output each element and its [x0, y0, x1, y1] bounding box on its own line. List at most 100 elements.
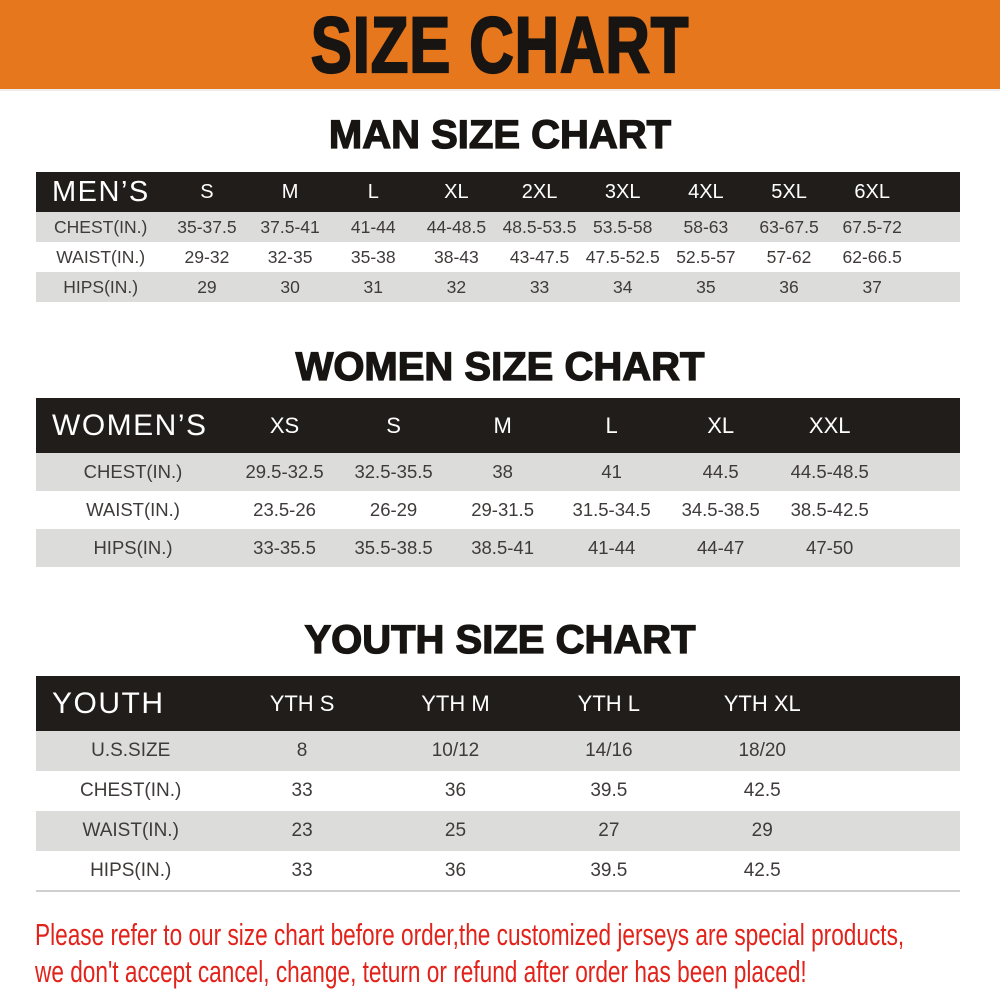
- notice-line-1: Please refer to our size chart before or…: [35, 917, 905, 952]
- value-cell: 33: [291, 859, 313, 881]
- value-cell: 36: [444, 780, 467, 801]
- filler-cell: [884, 453, 960, 491]
- filler-cell: [914, 212, 960, 242]
- row-label-cell: U.S.SIZE: [91, 740, 171, 761]
- value-cell: 29-32: [184, 246, 230, 267]
- filler-cell: [884, 529, 960, 567]
- size-column-header: YTH L: [577, 690, 641, 716]
- notice-line-2: we don't accept cancel, change, teturn o…: [35, 954, 807, 989]
- value-cell: 29.5-32.5: [245, 461, 324, 482]
- value-cell: 35: [696, 276, 716, 297]
- value-cell: 32: [446, 276, 467, 297]
- value-cell: 36: [779, 276, 799, 297]
- value-cell: 34: [612, 276, 633, 297]
- size-column-header: 3XL: [604, 180, 641, 203]
- value-cell: 39.5: [590, 780, 628, 801]
- size-column-header: L: [367, 180, 379, 203]
- value-cell: 35.5-38.5: [354, 537, 433, 558]
- value-cell: 29-31.5: [471, 499, 534, 520]
- value-cell: 42.5: [743, 780, 781, 801]
- filler-cell: [839, 851, 960, 891]
- row-label-cell: WAIST(IN.): [82, 820, 179, 841]
- size-column-header: S: [386, 412, 401, 438]
- value-cell: 47-50: [806, 537, 854, 558]
- size-column-header: YTH S: [269, 690, 335, 716]
- value-cell: 31.5-34.5: [572, 499, 651, 520]
- value-cell: 35-38: [350, 246, 396, 267]
- footer-notice: Please refer to our size chart before or…: [35, 916, 1000, 990]
- table-row: HIPS(IN.) 33-35.5 35.5-38.5 38.5-41 41-44 44-…: [36, 529, 960, 567]
- value-cell: 38.5-42.5: [790, 499, 869, 520]
- filler-cell: [839, 771, 960, 811]
- group-label-cell: YOUTH: [52, 686, 165, 720]
- value-cell: 47.5-52.5: [585, 246, 660, 267]
- filler-cell: [914, 242, 960, 272]
- size-column-header: S: [200, 180, 214, 203]
- size-column-header: XS: [269, 412, 300, 438]
- table-row: WAIST(IN.) 29-32 32-35 35-38 38-43 43-47.5 47.…: [36, 242, 960, 272]
- row-label-cell: WAIST(IN.): [56, 246, 146, 267]
- value-cell: 57-62: [766, 246, 812, 267]
- size-column-header: M: [281, 180, 299, 203]
- value-cell: 18/20: [738, 740, 786, 761]
- size-chart-sections: MAN SIZE CHART MEN’S S M L XL 2XL 3XL 4XL 5XL 6XL C…: [0, 112, 1000, 892]
- size-table-mens: MEN’S S M L XL 2XL 3XL 4XL 5XL 6XL CHEST(IN.) 35-37…: [36, 172, 960, 302]
- value-cell: 38-43: [434, 246, 479, 267]
- section-heading-mens: MAN SIZE CHART: [328, 112, 672, 157]
- size-column-header: M: [493, 412, 512, 438]
- value-cell: 33: [529, 276, 550, 297]
- value-cell: 37: [862, 276, 882, 297]
- value-cell: 14/16: [585, 740, 633, 761]
- value-cell: 25: [444, 820, 467, 841]
- value-cell: 37.5-41: [260, 216, 320, 237]
- size-table-youth: YOUTH YTH S YTH M YTH L YTH XL U.S.SIZE 8 10/12…: [36, 676, 960, 892]
- size-column-header: XL: [707, 412, 735, 438]
- value-cell: 35-37.5: [177, 216, 237, 237]
- value-cell: 30: [280, 276, 300, 297]
- value-cell: 41: [601, 461, 622, 482]
- table-row: CHEST(IN.) 29.5-32.5 32.5-35.5 38 41 44.5 44.5…: [36, 453, 960, 491]
- filler-cell: [884, 491, 960, 529]
- group-label-cell: WOMEN’S: [52, 408, 208, 442]
- value-cell: 62-66.5: [842, 246, 902, 267]
- size-column-header: 6XL: [854, 180, 890, 203]
- banner: SIZE CHART: [0, 0, 1000, 91]
- value-cell: 44.5-48.5: [790, 461, 869, 482]
- banner-title: SIZE CHART: [310, 0, 690, 89]
- size-column-header: 5XL: [771, 180, 807, 203]
- value-cell: 27: [598, 820, 620, 841]
- group-label-cell: MEN’S: [52, 175, 150, 208]
- table-header-row: WOMEN’S XS S M L XL XXL: [36, 398, 960, 453]
- table-header-row: MEN’S S M L XL 2XL 3XL 4XL 5XL 6XL: [36, 172, 960, 212]
- value-cell: 38: [492, 461, 513, 482]
- size-section-mens: MAN SIZE CHART MEN’S S M L XL 2XL 3XL 4XL 5XL 6XL C…: [0, 112, 1000, 302]
- value-cell: 41-44: [350, 216, 396, 237]
- value-cell: 53.5-58: [593, 216, 653, 237]
- value-cell: 63-67.5: [759, 216, 819, 237]
- table-row: U.S.SIZE 8 10/12 14/16 18/20: [36, 731, 960, 771]
- value-cell: 32-35: [267, 246, 313, 267]
- table-row: HIPS(IN.) 29 30 31 32 33 34 35 36 37: [36, 272, 960, 302]
- section-heading-womens: WOMEN SIZE CHART: [295, 344, 705, 389]
- value-cell: 38.5-41: [471, 537, 534, 558]
- value-cell: 33-35.5: [253, 537, 316, 558]
- value-cell: 23.5-26: [253, 499, 316, 520]
- value-cell: 23: [291, 820, 313, 841]
- value-cell: 58-63: [683, 216, 729, 237]
- value-cell: 29: [751, 820, 773, 841]
- row-label-cell: WAIST(IN.): [86, 499, 180, 520]
- section-heading-youth: YOUTH SIZE CHART: [304, 617, 696, 662]
- value-cell: 48.5-53.5: [502, 216, 577, 237]
- row-label-cell: HIPS(IN.): [93, 537, 173, 558]
- filler-cell: [914, 272, 960, 302]
- value-cell: 34.5-38.5: [681, 499, 760, 520]
- value-cell: 43-47.5: [509, 246, 570, 267]
- value-cell: 41-44: [587, 537, 636, 558]
- filler-cell: [839, 811, 960, 851]
- filler-cell: [914, 172, 960, 212]
- filler-cell: [839, 731, 960, 771]
- value-cell: 8: [296, 740, 308, 761]
- size-column-header: L: [605, 412, 618, 438]
- size-table-womens: WOMEN’S XS S M L XL XXL CHEST(IN.) 29.5-32.5 32.5…: [36, 398, 960, 567]
